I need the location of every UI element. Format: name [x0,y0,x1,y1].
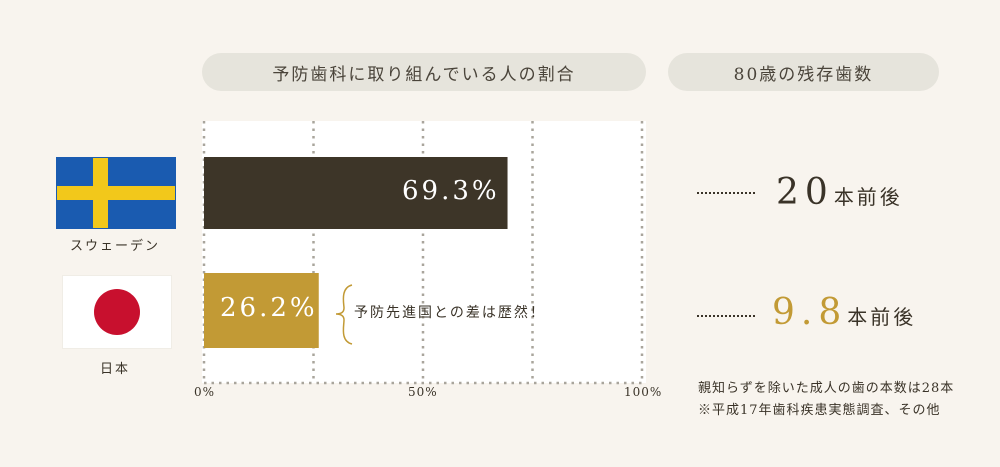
teeth-suffix-sweden: 本前後 [833,185,903,209]
annotation-text: 予防先進国との差は歴然！ [354,305,546,321]
bar-japan [204,273,319,348]
footnote: 親知らずを除いた成人の歯の本数は28本 [698,381,955,396]
country-label-sweden: スウェーデン [69,239,160,254]
footnote: ※平成17年歯科疾患実態調査、その他 [698,403,941,418]
sweden-flag-icon [56,157,176,229]
x-tick-label: 50% [408,385,438,399]
bar-value-label-sweden: 69.3% [402,176,500,206]
teeth-count-japan: 9.8本前後 [772,292,916,333]
x-tick-label: 100% [624,385,663,399]
teeth-count-sweden: 20本前後 [776,172,903,213]
teeth-number-japan: 9.8 [772,292,848,333]
bar-sweden [204,157,508,229]
header-left: 予防歯科に取り組んでいる人の割合 [202,53,646,91]
japan-flag-icon [62,275,172,349]
teeth-suffix-japan: 本前後 [847,305,917,329]
x-tick-label: 0% [194,385,216,399]
teeth-number-sweden: 20 [776,172,834,213]
bar-value-label-japan: 26.2% [220,293,318,323]
header-right: 80歳の残存歯数 [668,53,939,91]
leader-dots [697,315,755,317]
brace-icon [335,284,353,345]
leader-dots [697,192,755,194]
country-label-japan: 日本 [99,362,130,377]
